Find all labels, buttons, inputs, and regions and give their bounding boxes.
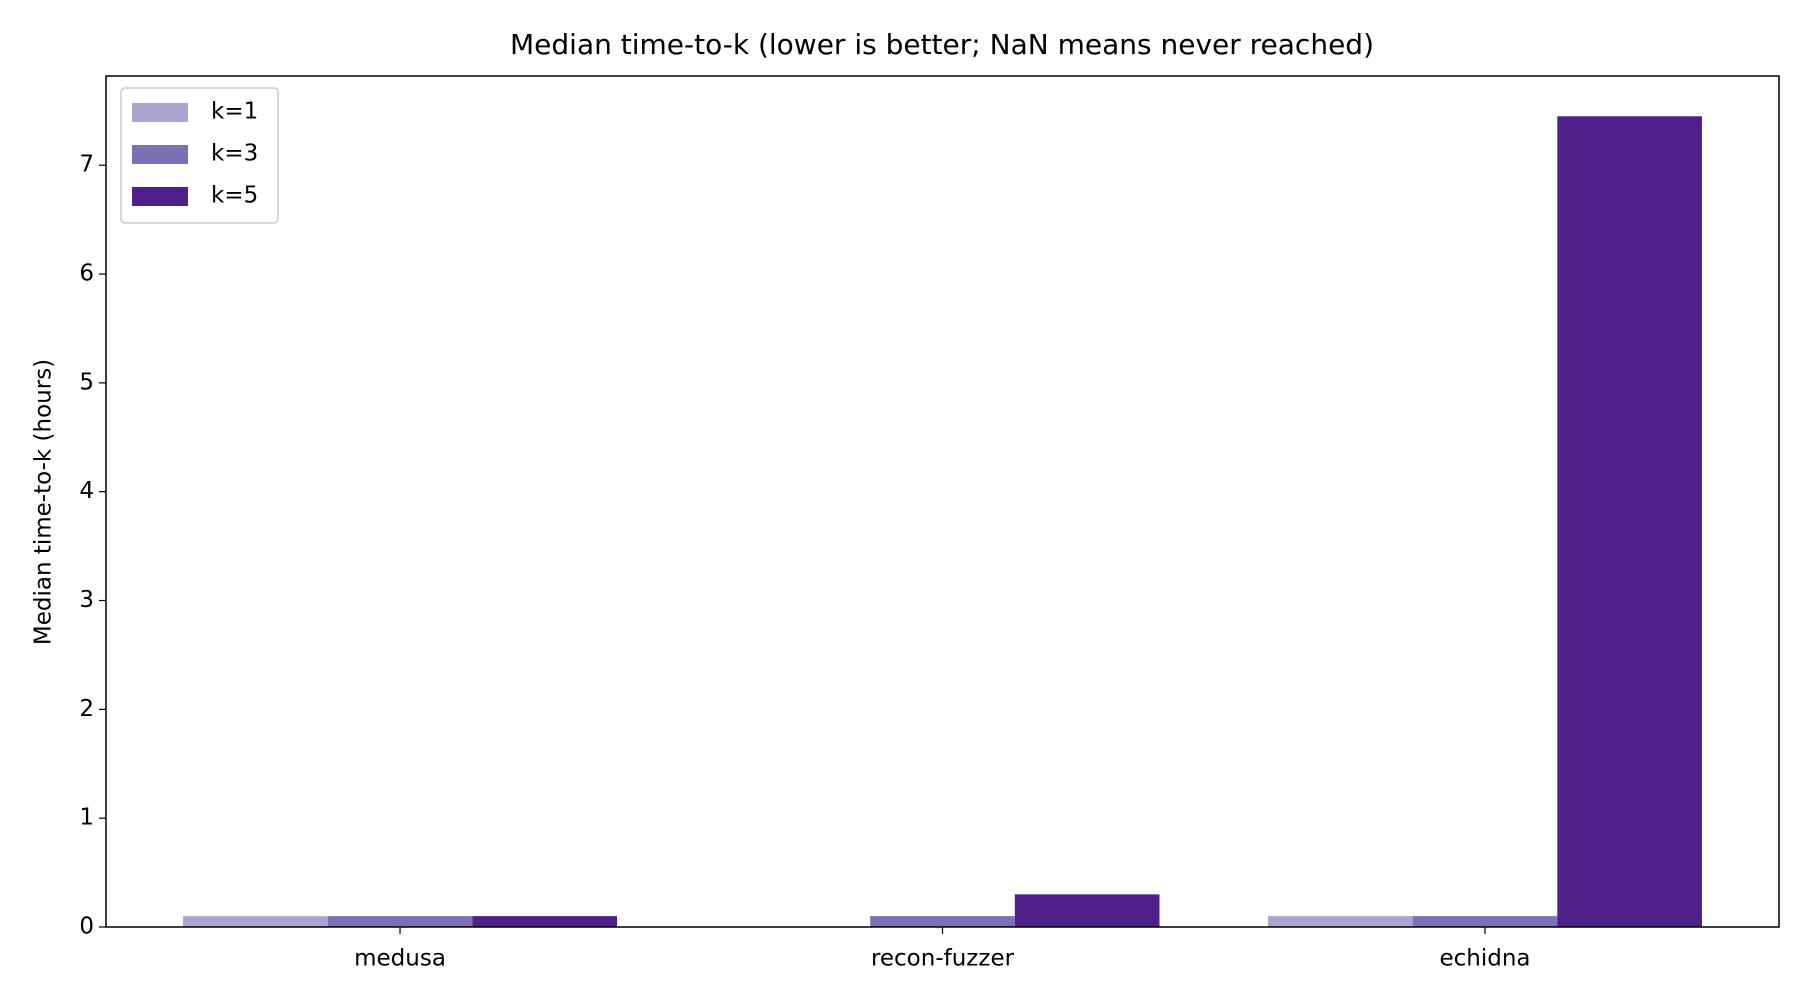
bar [1557, 116, 1702, 927]
legend-swatch [132, 145, 188, 164]
y-tick-label: 4 [79, 478, 94, 504]
legend-swatch [132, 187, 188, 206]
plot-frame [105, 75, 1780, 928]
chart-title: Median time-to-k (lower is better; NaN m… [510, 28, 1374, 61]
bar [1014, 894, 1160, 927]
x-tick-label: echidna [1439, 946, 1530, 972]
y-tick-label: 1 [79, 805, 94, 831]
bar [1267, 916, 1413, 927]
x-tick-label: recon-fuzzer [871, 946, 1015, 972]
legend-label: k=1 [211, 99, 258, 125]
y-tick-label: 3 [79, 587, 94, 613]
bar [472, 916, 618, 927]
legend-swatch [132, 103, 188, 122]
x-tick-label: medusa [354, 946, 446, 972]
legend-label: k=3 [211, 141, 258, 167]
bar [870, 916, 1015, 927]
y-tick-label: 5 [79, 369, 94, 395]
legend-label: k=5 [211, 183, 258, 209]
y-tick-label: 2 [79, 696, 94, 722]
y-tick-label: 6 [79, 261, 94, 287]
y-tick-label: 7 [79, 152, 94, 178]
bar [1412, 916, 1558, 927]
y-tick-label: 0 [79, 914, 94, 940]
y-axis-label: Median time-to-k (hours) [31, 359, 57, 645]
bar [183, 916, 328, 927]
bar [327, 916, 473, 927]
